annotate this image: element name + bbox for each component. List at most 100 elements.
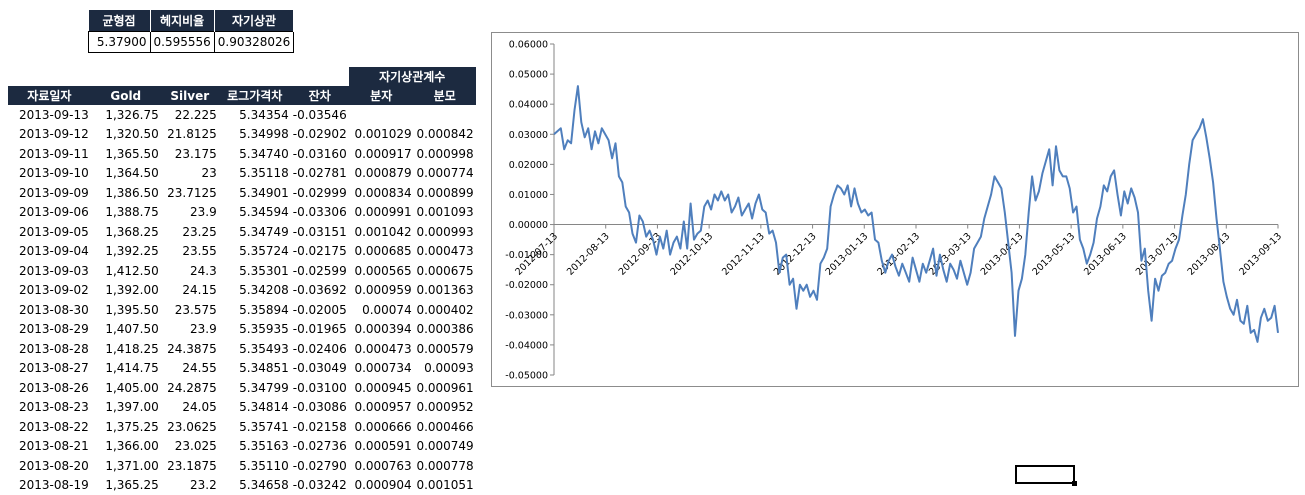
date-cell[interactable]: 2013-09-13 (8, 105, 91, 125)
denominator-cell[interactable]: 0.000402 (414, 300, 476, 320)
silver-cell[interactable]: 23.175 (161, 144, 219, 164)
date-cell[interactable]: 2013-08-22 (8, 417, 91, 437)
gold-cell[interactable]: 1,405.00 (91, 378, 161, 398)
selected-cell-cursor[interactable] (1015, 465, 1075, 484)
date-cell[interactable]: 2013-09-09 (8, 183, 91, 203)
numerator-cell[interactable]: 0.00074 (349, 300, 414, 320)
autocorrelation-coefficient-header[interactable]: 자기상관계수 (349, 67, 476, 86)
residual-cell[interactable]: -0.03086 (291, 398, 349, 418)
numerator-cell[interactable]: 0.000991 (349, 203, 414, 223)
log-spread-cell[interactable]: 5.35118 (219, 164, 291, 184)
silver-cell[interactable]: 23.2 (161, 476, 219, 495)
column-header-silver[interactable]: Silver (161, 86, 219, 105)
residual-cell[interactable]: -0.03151 (291, 222, 349, 242)
residual-cell[interactable]: -0.03100 (291, 378, 349, 398)
residual-cell[interactable]: -0.02005 (291, 300, 349, 320)
denominator-cell[interactable]: 0.000749 (414, 437, 476, 457)
date-cell[interactable]: 2013-08-28 (8, 339, 91, 359)
gold-cell[interactable]: 1,392.25 (91, 242, 161, 262)
residual-cell[interactable]: -0.03306 (291, 203, 349, 223)
silver-cell[interactable]: 23.7125 (161, 183, 219, 203)
log-spread-cell[interactable]: 5.35935 (219, 320, 291, 340)
denominator-cell[interactable]: 0.000993 (414, 222, 476, 242)
summary-header-autocorrelation[interactable]: 자기상관 (214, 10, 294, 32)
date-cell[interactable]: 2013-09-11 (8, 144, 91, 164)
log-spread-cell[interactable]: 5.35493 (219, 339, 291, 359)
log-spread-cell[interactable]: 5.35724 (219, 242, 291, 262)
date-cell[interactable]: 2013-08-23 (8, 398, 91, 418)
gold-cell[interactable]: 1,386.50 (91, 183, 161, 203)
summary-header-hedge-ratio[interactable]: 헤지비율 (150, 10, 214, 32)
denominator-cell[interactable]: 0.000675 (414, 261, 476, 281)
denominator-cell[interactable]: 0.001363 (414, 281, 476, 301)
numerator-cell[interactable] (349, 105, 414, 125)
date-cell[interactable]: 2013-09-04 (8, 242, 91, 262)
numerator-cell[interactable]: 0.000473 (349, 339, 414, 359)
residual-cell[interactable]: -0.03160 (291, 144, 349, 164)
date-cell[interactable]: 2013-08-20 (8, 456, 91, 476)
gold-cell[interactable]: 1,365.25 (91, 476, 161, 495)
residual-cell[interactable]: -0.02406 (291, 339, 349, 359)
log-spread-cell[interactable]: 5.34658 (219, 476, 291, 495)
numerator-cell[interactable]: 0.000957 (349, 398, 414, 418)
gold-cell[interactable]: 1,365.50 (91, 144, 161, 164)
log-spread-cell[interactable]: 5.34851 (219, 359, 291, 379)
numerator-cell[interactable]: 0.000685 (349, 242, 414, 262)
denominator-cell[interactable]: 0.000899 (414, 183, 476, 203)
silver-cell[interactable]: 22.225 (161, 105, 219, 125)
silver-cell[interactable]: 24.55 (161, 359, 219, 379)
summary-header-equilibrium[interactable]: 균형점 (89, 10, 151, 32)
gold-cell[interactable]: 1,412.50 (91, 261, 161, 281)
residual-cell[interactable]: -0.02736 (291, 437, 349, 457)
denominator-cell[interactable]: 0.001093 (414, 203, 476, 223)
residual-cell[interactable]: -0.02175 (291, 242, 349, 262)
log-spread-cell[interactable]: 5.35894 (219, 300, 291, 320)
date-cell[interactable]: 2013-08-29 (8, 320, 91, 340)
silver-cell[interactable]: 24.3875 (161, 339, 219, 359)
denominator-cell[interactable]: 0.000961 (414, 378, 476, 398)
residual-cell[interactable]: -0.02599 (291, 261, 349, 281)
denominator-cell[interactable]: 0.000579 (414, 339, 476, 359)
gold-cell[interactable]: 1,392.00 (91, 281, 161, 301)
silver-cell[interactable]: 23.575 (161, 300, 219, 320)
date-cell[interactable]: 2013-08-19 (8, 476, 91, 495)
silver-cell[interactable]: 23.9 (161, 203, 219, 223)
denominator-cell[interactable] (414, 105, 476, 125)
numerator-cell[interactable]: 0.001029 (349, 125, 414, 145)
date-cell[interactable]: 2013-09-02 (8, 281, 91, 301)
silver-cell[interactable]: 23.0625 (161, 417, 219, 437)
date-cell[interactable]: 2013-08-21 (8, 437, 91, 457)
denominator-cell[interactable]: 0.000952 (414, 398, 476, 418)
silver-cell[interactable]: 23.25 (161, 222, 219, 242)
residual-cell[interactable]: -0.02790 (291, 456, 349, 476)
denominator-cell[interactable]: 0.000473 (414, 242, 476, 262)
residual-cell[interactable]: -0.02781 (291, 164, 349, 184)
gold-cell[interactable]: 1,366.00 (91, 437, 161, 457)
residual-cell[interactable]: -0.03546 (291, 105, 349, 125)
log-spread-cell[interactable]: 5.34354 (219, 105, 291, 125)
silver-cell[interactable]: 23.025 (161, 437, 219, 457)
silver-cell[interactable]: 23.55 (161, 242, 219, 262)
gold-cell[interactable]: 1,326.75 (91, 105, 161, 125)
log-spread-cell[interactable]: 5.34208 (219, 281, 291, 301)
denominator-cell[interactable]: 0.000386 (414, 320, 476, 340)
log-spread-cell[interactable]: 5.35163 (219, 437, 291, 457)
summary-value-equilibrium[interactable]: 5.37900 (89, 32, 151, 53)
gold-cell[interactable]: 1,388.75 (91, 203, 161, 223)
fill-handle[interactable] (1072, 481, 1077, 486)
numerator-cell[interactable]: 0.000666 (349, 417, 414, 437)
date-cell[interactable]: 2013-09-10 (8, 164, 91, 184)
date-cell[interactable]: 2013-09-12 (8, 125, 91, 145)
numerator-cell[interactable]: 0.000879 (349, 164, 414, 184)
residual-cell[interactable]: -0.01965 (291, 320, 349, 340)
gold-cell[interactable]: 1,397.00 (91, 398, 161, 418)
gold-cell[interactable]: 1,368.25 (91, 222, 161, 242)
silver-cell[interactable]: 24.15 (161, 281, 219, 301)
numerator-cell[interactable]: 0.000763 (349, 456, 414, 476)
log-spread-cell[interactable]: 5.35110 (219, 456, 291, 476)
column-header-residual[interactable]: 잔차 (291, 86, 349, 105)
silver-cell[interactable]: 23.1875 (161, 456, 219, 476)
log-spread-cell[interactable]: 5.34740 (219, 144, 291, 164)
denominator-cell[interactable]: 0.001051 (414, 476, 476, 495)
